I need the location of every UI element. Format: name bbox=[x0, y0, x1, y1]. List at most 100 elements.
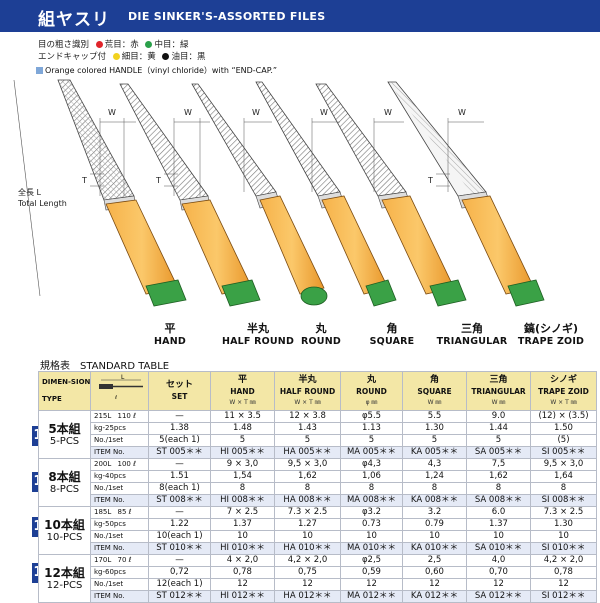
handle-note-text: Orange colored HANDLE（vinyl chloride）wit… bbox=[45, 66, 278, 75]
table-cell: HI 010＊＊ bbox=[210, 542, 275, 555]
dimension-row: 10本組 10-PCS 185L 85 ℓ —7 × 2.5 7.3 × 2.5 φ3.2… bbox=[38, 506, 597, 555]
row-label-cell: No./1set bbox=[90, 578, 149, 591]
handle-note: Orange colored HANDLE（vinyl chloride）wit… bbox=[36, 65, 277, 76]
table-cell: HA 005＊＊ bbox=[274, 446, 341, 459]
table-cell: 4,3 bbox=[402, 458, 467, 471]
set-name-en: 5-PCS bbox=[49, 435, 80, 447]
weight-row: kg-60pcs 0,72 0,78 0,75 0,59 0,60 0,70 0,78 bbox=[39, 566, 597, 579]
table-cell: 1.37 bbox=[466, 518, 531, 531]
table-cell: 0.73 bbox=[340, 518, 403, 531]
table-cell: — bbox=[148, 554, 211, 567]
table-cell: 5 bbox=[466, 434, 531, 447]
file-label-half-round: 半丸 HALF ROUND bbox=[221, 322, 295, 347]
table-cell: 8 bbox=[274, 482, 341, 495]
table-cell: 0,70 bbox=[466, 566, 531, 579]
files-illustration bbox=[13, 79, 545, 307]
table-cell: SA 005＊＊ bbox=[466, 446, 531, 459]
set-name-jp: 8本組 bbox=[48, 469, 81, 484]
table-cell: 0,59 bbox=[340, 566, 403, 579]
weight-label: kg-25pcs bbox=[94, 424, 126, 432]
legend-item: 細目：黄 bbox=[121, 52, 156, 62]
row-label-cell: kg-50pcs bbox=[90, 518, 149, 531]
dimension-diagram-header: L ℓ bbox=[90, 371, 149, 411]
row-label-cell: 215L 110 ℓ bbox=[90, 410, 149, 423]
table-cell: HI 005＊＊ bbox=[210, 446, 275, 459]
table-cell: HA 012＊＊ bbox=[274, 590, 341, 603]
weight-label: kg-40pcs bbox=[94, 472, 126, 480]
table-cell: 11 × 3.5 bbox=[210, 410, 275, 423]
table-cell: ST 010＊＊ bbox=[148, 542, 211, 555]
title-en: DIE SINKER'S-ASSORTED FILES bbox=[128, 10, 326, 23]
quantity-label: No./1set bbox=[94, 580, 124, 588]
table-cell: — bbox=[148, 410, 211, 423]
weight-label: kg-60pcs bbox=[94, 568, 126, 576]
file-label-square: 角 SQUARE bbox=[369, 322, 415, 347]
legend-label-endcap: エンドキャップ付 bbox=[38, 52, 107, 62]
legend-label-grade: 目の粗さ識別 bbox=[38, 40, 90, 50]
table-cell: HA 010＊＊ bbox=[274, 542, 341, 555]
weight-row: kg-40pcs 1.51 1,54 1,62 1,06 1,24 1,62 1,64 bbox=[39, 470, 597, 483]
table-cell: 0,72 bbox=[148, 566, 211, 579]
file-label-trapezoid: 鎬(シノギ) TRAPE ZOID bbox=[517, 322, 585, 347]
round-file-graphic bbox=[191, 83, 328, 306]
table-cell: 1.37 bbox=[210, 518, 275, 531]
col-header-triangular: 三角 TRIANGULAR W ㎜ bbox=[466, 371, 531, 411]
table-cell: (5) bbox=[530, 434, 597, 447]
table-cell: 7 × 2.5 bbox=[210, 506, 275, 519]
quantity-label: No./1set bbox=[94, 436, 124, 444]
square-file-graphic bbox=[255, 81, 397, 307]
row-label-cell: ITEM No. bbox=[90, 494, 149, 507]
item-number-label: ITEM No. bbox=[94, 448, 125, 456]
item-number-label: ITEM No. bbox=[94, 544, 125, 552]
file-label-hand: 平 HAND bbox=[154, 322, 186, 347]
table-cell: ST 012＊＊ bbox=[148, 590, 211, 603]
standard-table: DIMEN-SION TYPE L ℓ セット SET 平 HAND W × T ㎜ … bbox=[38, 371, 597, 603]
legend-item: 荒目：赤 bbox=[104, 40, 139, 50]
table-cell: 10(each 1) bbox=[148, 530, 211, 543]
table-cell: SA 012＊＊ bbox=[466, 590, 531, 603]
table-cell: 4 × 2,0 bbox=[210, 554, 275, 567]
set-name-jp: 12本組 bbox=[44, 565, 85, 580]
table-cell: 9,5 × 3,0 bbox=[530, 458, 597, 471]
length-value: 170L bbox=[94, 556, 112, 564]
blade-length-value: 100 ℓ bbox=[117, 460, 136, 468]
dimension-row: 12本組 12-PCS 170L 70 ℓ —4 × 2,0 4,2 × 2,0 φ2,5… bbox=[38, 554, 597, 603]
table-cell: SI 008＊＊ bbox=[530, 494, 597, 507]
item-number-row: ITEM No. ST 012＊＊ HI 012＊＊ HA 012＊＊ MA 012＊＊… bbox=[39, 590, 597, 603]
table-cell: 5 bbox=[402, 434, 467, 447]
dimension-row: 5本組 5-PCS 215L 110 ℓ —11 × 3.5 12 × 3.8 φ5.5 5… bbox=[38, 410, 597, 459]
width-label: W bbox=[108, 108, 116, 117]
half-round-file-graphic bbox=[119, 83, 261, 307]
table-cell: KA 012＊＊ bbox=[402, 590, 467, 603]
file-size-icon: L ℓ bbox=[98, 374, 143, 401]
table-cell: 12 bbox=[530, 578, 597, 591]
set-name-jp: 10本組 bbox=[44, 517, 85, 532]
triangular-file-graphic bbox=[315, 83, 467, 307]
table-cell: 5 bbox=[340, 434, 403, 447]
table-cell: 5.5 bbox=[402, 410, 467, 423]
table-cell: MA 012＊＊ bbox=[340, 590, 403, 603]
quantity-row: No./1set 8(each 1) 8 8 8 8 8 8 bbox=[39, 482, 597, 495]
col-header-hand: 平 HAND W × T ㎜ bbox=[210, 371, 275, 411]
file-label-round: 丸 ROUND bbox=[301, 322, 341, 347]
table-cell: 4,0 bbox=[466, 554, 531, 567]
table-cell: 1.51 bbox=[148, 470, 211, 483]
title-jp: 組ヤスリ bbox=[38, 10, 110, 30]
table-cell: 1.38 bbox=[148, 422, 211, 435]
table-cell: 7.3 × 2.5 bbox=[274, 506, 341, 519]
width-label: W bbox=[184, 108, 192, 117]
table-cell: KA 008＊＊ bbox=[402, 494, 467, 507]
table-cell: 8(each 1) bbox=[148, 482, 211, 495]
table-cell: 1.30 bbox=[402, 422, 467, 435]
table-cell: KA 010＊＊ bbox=[402, 542, 467, 555]
table-cell: 12 bbox=[210, 578, 275, 591]
set-name-en: 12-PCS bbox=[46, 579, 83, 591]
item-number-label: ITEM No. bbox=[94, 496, 125, 504]
file-label-triangular: 三角 TRIANGULAR bbox=[436, 322, 508, 347]
weight-row: kg-25pcs 1.38 1.48 1.43 1.13 1.30 1.44 1.50 bbox=[39, 422, 597, 435]
length-value: 200L bbox=[94, 460, 112, 468]
table-cell: 4,2 × 2,0 bbox=[274, 554, 341, 567]
table-cell: 12 × 3.8 bbox=[274, 410, 341, 423]
table-cell: 2,5 bbox=[402, 554, 467, 567]
set-type-cell: 5本組 5-PCS bbox=[38, 410, 91, 459]
